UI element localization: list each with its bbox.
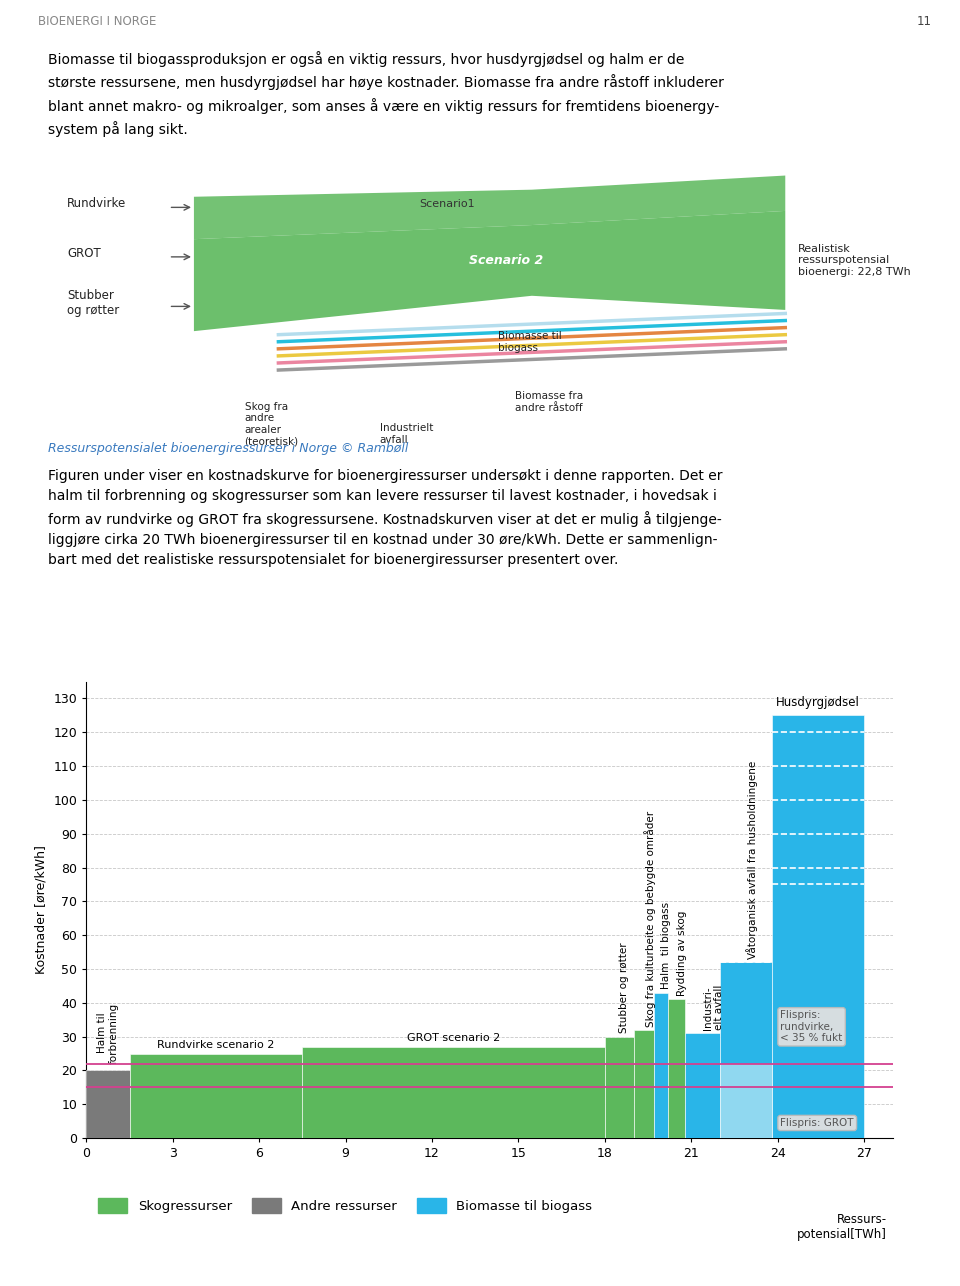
Text: Flispris:
rundvirke,
< 35 % fukt: Flispris: rundvirke, < 35 % fukt bbox=[780, 1011, 843, 1043]
Text: Biomasse til
biogass: Biomasse til biogass bbox=[498, 331, 562, 352]
Text: Biomasse fra
andre råstoff: Biomasse fra andre råstoff bbox=[515, 391, 583, 413]
Text: Våtorganisk avfall fra husholdningene: Våtorganisk avfall fra husholdningene bbox=[746, 760, 757, 959]
Text: Skog fra kulturbeite og bebygde områder: Skog fra kulturbeite og bebygde områder bbox=[643, 810, 656, 1026]
Text: Ressurs-
potensial[TWh]: Ressurs- potensial[TWh] bbox=[797, 1213, 887, 1241]
Bar bbox=[130, 1053, 302, 1138]
Text: BIOENERGI I NORGE: BIOENERGI I NORGE bbox=[38, 15, 156, 28]
Text: Flispris: GROT: Flispris: GROT bbox=[780, 1118, 854, 1128]
Text: Rydding av skog: Rydding av skog bbox=[677, 910, 686, 997]
Text: Rundvirke: Rundvirke bbox=[67, 197, 127, 211]
Polygon shape bbox=[194, 211, 785, 331]
Text: Biomasse til biogassproduksjon er også en viktig ressurs, hvor husdyrgjødsel og : Biomasse til biogassproduksjon er også e… bbox=[48, 51, 724, 136]
Legend: Skogressurser, Andre ressurser, Biomasse til biogass: Skogressurser, Andre ressurser, Biomasse… bbox=[93, 1192, 598, 1218]
Bar bbox=[634, 1030, 654, 1138]
Bar bbox=[605, 1037, 634, 1138]
Text: Ressurspotensialet bioenergiressurser i Norge © Rambøll: Ressurspotensialet bioenergiressurser i … bbox=[48, 442, 408, 455]
Text: Industrielt
avfall: Industrielt avfall bbox=[380, 423, 433, 445]
Text: Stubber og røtter: Stubber og røtter bbox=[619, 943, 629, 1033]
Text: GROT: GROT bbox=[67, 247, 101, 260]
Bar bbox=[86, 1070, 130, 1138]
Text: Stubber
og røtter: Stubber og røtter bbox=[67, 289, 119, 316]
Text: 11: 11 bbox=[916, 15, 931, 28]
Bar bbox=[668, 999, 685, 1138]
Text: Figuren under viser en kostnadskurve for bioenergiressurser undersøkt i denne ra: Figuren under viser en kostnadskurve for… bbox=[48, 469, 723, 567]
Bar bbox=[685, 1033, 720, 1138]
Text: Scenario1: Scenario1 bbox=[420, 199, 475, 208]
Bar bbox=[720, 962, 772, 1138]
Bar bbox=[302, 1047, 605, 1138]
Bar bbox=[654, 993, 668, 1138]
Text: Rundvirke scenario 2: Rundvirke scenario 2 bbox=[157, 1040, 275, 1051]
Y-axis label: Kostnader [øre/kWh]: Kostnader [øre/kWh] bbox=[35, 845, 48, 975]
Text: Halm til
forbrenning: Halm til forbrenning bbox=[97, 1003, 119, 1064]
Bar bbox=[720, 1064, 772, 1138]
Text: Realistisk
ressurspotensial
bioenergi: 22,8 TWh: Realistisk ressurspotensial bioenergi: 2… bbox=[798, 244, 911, 276]
Text: Skog fra
andre
arealer
(teoretisk): Skog fra andre arealer (teoretisk) bbox=[245, 401, 299, 446]
Text: Industri-
elt avfall: Industri- elt avfall bbox=[703, 985, 724, 1030]
Text: Scenario 2: Scenario 2 bbox=[469, 253, 543, 267]
Text: GROT scenario 2: GROT scenario 2 bbox=[407, 1034, 500, 1043]
Text: Husdyrgjødsel: Husdyrgjødsel bbox=[776, 696, 860, 709]
Polygon shape bbox=[194, 175, 785, 239]
Text: Halm  til biogass: Halm til biogass bbox=[660, 903, 671, 989]
Bar bbox=[772, 715, 864, 1138]
